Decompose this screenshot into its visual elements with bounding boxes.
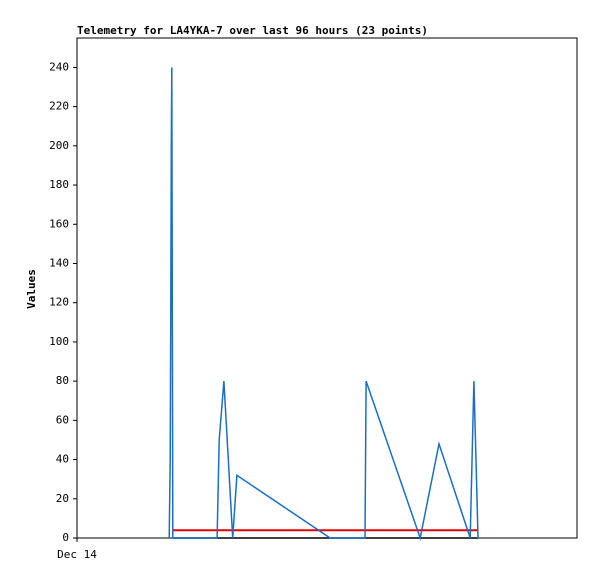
y-tick-label: 200	[49, 139, 69, 152]
y-tick-label: 120	[49, 296, 69, 309]
y-tick-label: 100	[49, 335, 69, 348]
plot-frame	[76, 37, 578, 539]
y-tick-label: 40	[56, 453, 69, 466]
y-tick-label: 60	[56, 413, 69, 426]
chart-title: Telemetry for LA4YKA-7 over last 96 hour…	[77, 24, 428, 37]
y-tick-label: 220	[49, 100, 69, 113]
y-tick-label: 20	[56, 492, 69, 505]
x-tick-label: Dec 14	[57, 548, 97, 561]
series-line	[168, 67, 479, 541]
y-tick-label: 0	[62, 531, 69, 544]
y-tick-label: 180	[49, 178, 69, 191]
y-tick-label: 160	[49, 217, 69, 230]
y-axis-label: Values	[25, 269, 38, 309]
y-tick-label: 140	[49, 256, 69, 269]
y-tick-label: 80	[56, 374, 69, 387]
y-tick-label: 240	[49, 60, 69, 73]
